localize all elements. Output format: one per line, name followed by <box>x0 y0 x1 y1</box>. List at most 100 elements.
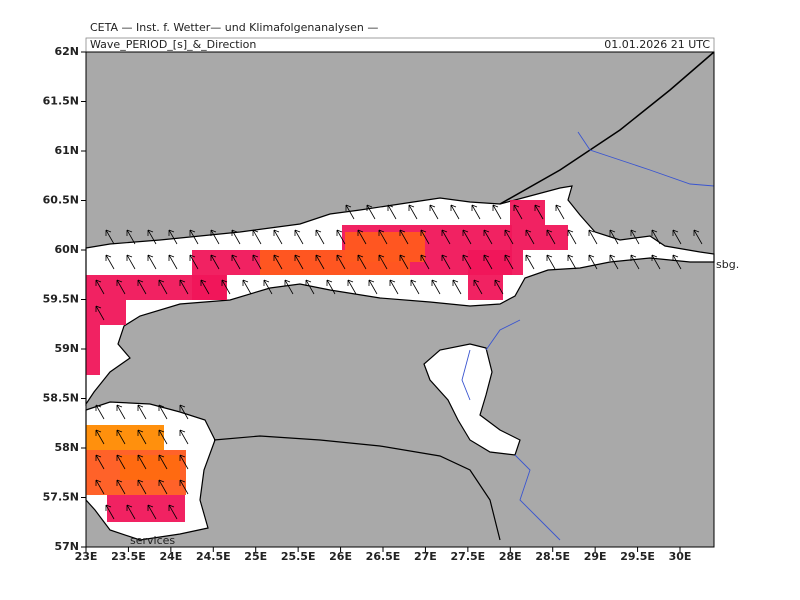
direction-arrow <box>546 254 556 270</box>
direction-arrow <box>315 254 325 270</box>
direction-arrow <box>473 279 483 295</box>
x-tick-label: 27E <box>414 550 437 563</box>
direction-arrow <box>105 254 115 270</box>
direction-arrow <box>378 229 388 245</box>
direction-arrow <box>483 254 493 270</box>
y-tick-label: 58N <box>54 441 79 454</box>
direction-arrow <box>347 279 357 295</box>
direction-arrow <box>95 305 105 321</box>
direction-arrow <box>137 454 147 470</box>
y-tick-label: 62N <box>54 45 79 58</box>
wave-cell <box>120 455 180 480</box>
direction-arrow <box>242 279 252 295</box>
field-title: Wave_PERIOD_[s]_&_Direction <box>90 38 256 51</box>
direction-arrow <box>368 279 378 295</box>
direction-arrow <box>651 229 661 245</box>
direction-arrow <box>525 229 535 245</box>
x-tick-label: 24.5E <box>196 550 231 563</box>
direction-arrow <box>588 229 598 245</box>
river <box>461 131 715 541</box>
direction-arrow <box>483 229 493 245</box>
place-label: sbg. <box>716 258 739 271</box>
wave-cell <box>468 275 503 300</box>
direction-arrow <box>420 229 430 245</box>
direction-arrow <box>158 279 168 295</box>
direction-arrow <box>567 254 577 270</box>
direction-arrow <box>158 454 168 470</box>
direction-arrow <box>147 254 157 270</box>
y-tick-label: 60.5N <box>43 194 79 207</box>
direction-arrow <box>147 229 157 245</box>
direction-arrow <box>168 254 178 270</box>
direction-arrow <box>441 229 451 245</box>
direction-arrow <box>200 279 210 295</box>
direction-arrow <box>210 229 220 245</box>
direction-arrow <box>315 229 325 245</box>
direction-arrow <box>534 204 544 220</box>
direction-arrow <box>179 479 189 495</box>
direction-arrow <box>294 254 304 270</box>
wave-cell <box>510 200 545 225</box>
wave-cell <box>345 232 425 262</box>
direction-arrow <box>693 229 703 245</box>
x-tick-label: 26.5E <box>366 550 401 563</box>
direction-arrow <box>420 254 430 270</box>
plot-area <box>85 51 715 548</box>
direction-arrow <box>441 254 451 270</box>
direction-arrow <box>504 254 514 270</box>
direction-arrow <box>231 254 241 270</box>
direction-arrow <box>452 279 462 295</box>
direction-arrow <box>410 279 420 295</box>
direction-arrow <box>95 479 105 495</box>
direction-arrow <box>273 229 283 245</box>
direction-arrow <box>462 254 472 270</box>
wave-cell <box>107 495 185 522</box>
direction-arrow <box>95 279 105 295</box>
direction-arrow <box>399 254 409 270</box>
direction-arrow <box>567 229 577 245</box>
y-tick-label: 57N <box>54 540 79 553</box>
direction-arrow <box>116 479 126 495</box>
direction-arrow <box>116 429 126 445</box>
y-tick-label: 61N <box>54 144 79 157</box>
wave-cell <box>86 425 164 450</box>
wave-cell <box>100 300 126 325</box>
direction-arrow <box>137 479 147 495</box>
direction-arrow <box>651 254 661 270</box>
direction-arrow <box>179 279 189 295</box>
direction-arrow <box>252 254 262 270</box>
direction-arrow <box>179 454 189 470</box>
direction-arrow <box>116 404 126 420</box>
direction-arrow <box>126 254 136 270</box>
x-tick-label: 28E <box>499 550 522 563</box>
direction-arrow <box>408 204 418 220</box>
wave-cells <box>86 200 568 522</box>
direction-arrow <box>345 204 355 220</box>
direction-arrow <box>137 279 147 295</box>
y-tick-label: 60N <box>54 243 79 256</box>
direction-arrow <box>588 254 598 270</box>
direction-arrow <box>126 504 136 520</box>
direction-arrow <box>95 454 105 470</box>
wave-cell <box>468 250 523 275</box>
direction-arrow <box>116 279 126 295</box>
direction-arrow <box>284 279 294 295</box>
direction-arrow <box>513 204 523 220</box>
direction-arrow <box>326 279 336 295</box>
direction-arrow <box>252 229 262 245</box>
credit-label: services <box>130 534 175 547</box>
direction-arrow <box>609 254 619 270</box>
direction-arrow <box>357 229 367 245</box>
direction-arrow <box>431 279 441 295</box>
y-tick-label: 59.5N <box>43 293 79 306</box>
direction-arrow <box>168 229 178 245</box>
direction-arrow <box>147 504 157 520</box>
x-tick-label: 23E <box>75 550 98 563</box>
direction-arrow <box>357 254 367 270</box>
y-tick-label: 58.5N <box>43 392 79 405</box>
x-tick-label: 24E <box>159 550 182 563</box>
direction-arrow <box>95 404 105 420</box>
direction-arrow <box>462 229 472 245</box>
direction-arrow <box>494 279 504 295</box>
